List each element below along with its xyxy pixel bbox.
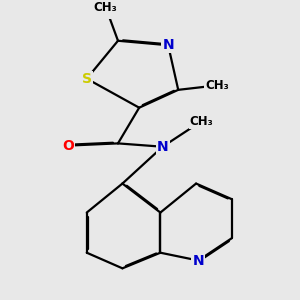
Text: CH₃: CH₃ [190,115,214,128]
Text: N: N [157,140,168,154]
Text: N: N [162,38,174,52]
Text: N: N [193,254,204,268]
Text: CH₃: CH₃ [206,79,229,92]
Text: O: O [62,139,74,153]
Text: CH₃: CH₃ [94,1,118,14]
Text: S: S [82,72,92,86]
